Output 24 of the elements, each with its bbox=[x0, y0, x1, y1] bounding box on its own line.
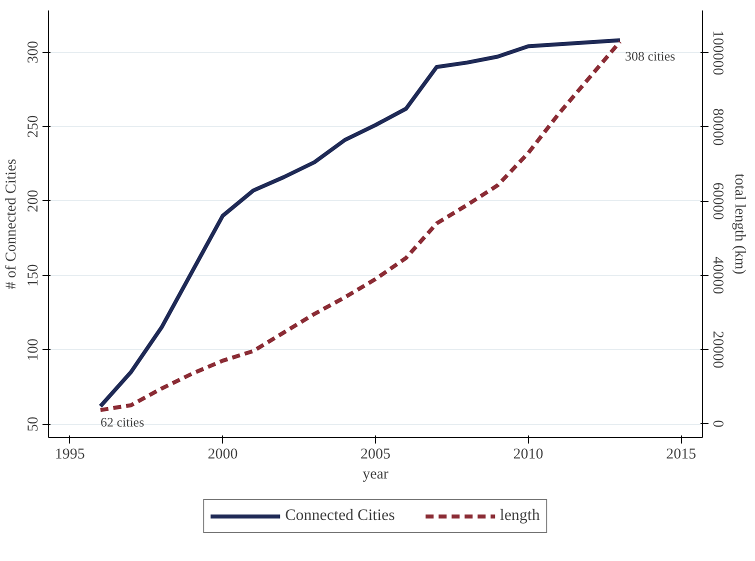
y2-tick-label: 40000 bbox=[710, 256, 726, 294]
annotation: 308 cities bbox=[624, 48, 676, 64]
x-tick-label: 2000 bbox=[208, 446, 238, 462]
x-tick-label: 2015 bbox=[666, 446, 696, 462]
y-axis-title: # of Connected Cities bbox=[4, 158, 20, 290]
y2-tick-label: 0 bbox=[710, 420, 726, 428]
x-axis-title: year bbox=[362, 466, 388, 482]
legend-label: Connected Cities bbox=[285, 507, 395, 525]
y2-axis-title: total length (km) bbox=[732, 174, 748, 274]
x-tick-label: 1995 bbox=[54, 446, 85, 462]
legend-label: length bbox=[500, 507, 540, 525]
x-tick-label: 2010 bbox=[513, 446, 544, 462]
y2-tick-label: 100000 bbox=[710, 30, 726, 76]
y-tick-label: 150 bbox=[26, 264, 42, 287]
y-tick-label: 100 bbox=[26, 338, 42, 361]
y-tick-label: 250 bbox=[26, 115, 42, 138]
y-tick-label: 300 bbox=[26, 40, 42, 64]
y-tick-label: 200 bbox=[26, 190, 42, 212]
y2-tick-label: 80000 bbox=[710, 108, 726, 146]
y2-tick-label: 60000 bbox=[710, 182, 726, 220]
y-tick-label: 50 bbox=[26, 416, 42, 432]
y2-tick-label: 20000 bbox=[710, 330, 726, 368]
x-tick-label: 2005 bbox=[360, 446, 390, 462]
annotation: 62 cities bbox=[100, 414, 144, 430]
